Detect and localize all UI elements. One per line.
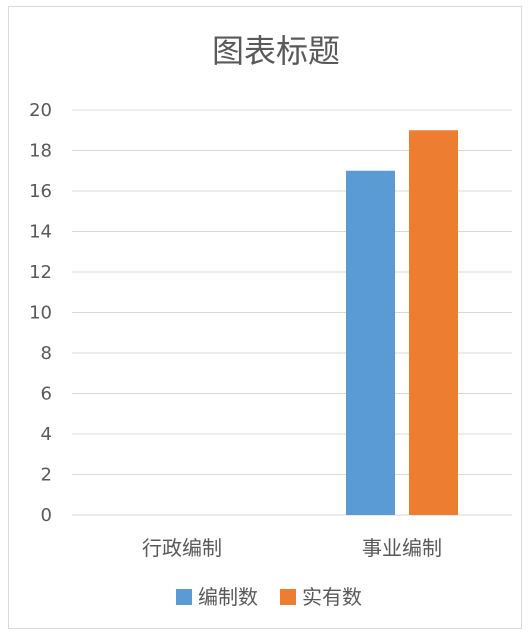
y-tick-label: 20: [29, 100, 52, 121]
legend: 编制数 实有数: [176, 585, 362, 609]
y-axis-ticks: 0 2 4 6 8 10 12 14 16 18 20: [29, 100, 52, 526]
bar: [409, 130, 458, 515]
x-category-label: 行政编制: [142, 536, 222, 560]
x-axis-categories: 行政编制 事业编制: [142, 536, 442, 560]
y-tick-label: 2: [41, 465, 52, 486]
y-tick-label: 8: [41, 343, 52, 364]
y-tick-label: 12: [29, 262, 52, 283]
legend-label: 实有数: [302, 585, 362, 609]
legend-swatch: [176, 589, 192, 605]
y-tick-label: 10: [29, 303, 52, 324]
y-tick-label: 0: [41, 505, 52, 526]
legend-swatch: [280, 589, 296, 605]
bars: [346, 130, 458, 515]
y-tick-label: 4: [41, 424, 52, 445]
x-category-label: 事业编制: [362, 536, 442, 560]
chart-title: 图表标题: [212, 32, 340, 70]
y-tick-label: 18: [29, 141, 52, 162]
y-tick-label: 14: [29, 222, 52, 243]
y-tick-label: 6: [41, 384, 52, 405]
bar: [346, 170, 395, 515]
y-tick-label: 16: [29, 181, 52, 202]
legend-label: 编制数: [198, 585, 258, 609]
